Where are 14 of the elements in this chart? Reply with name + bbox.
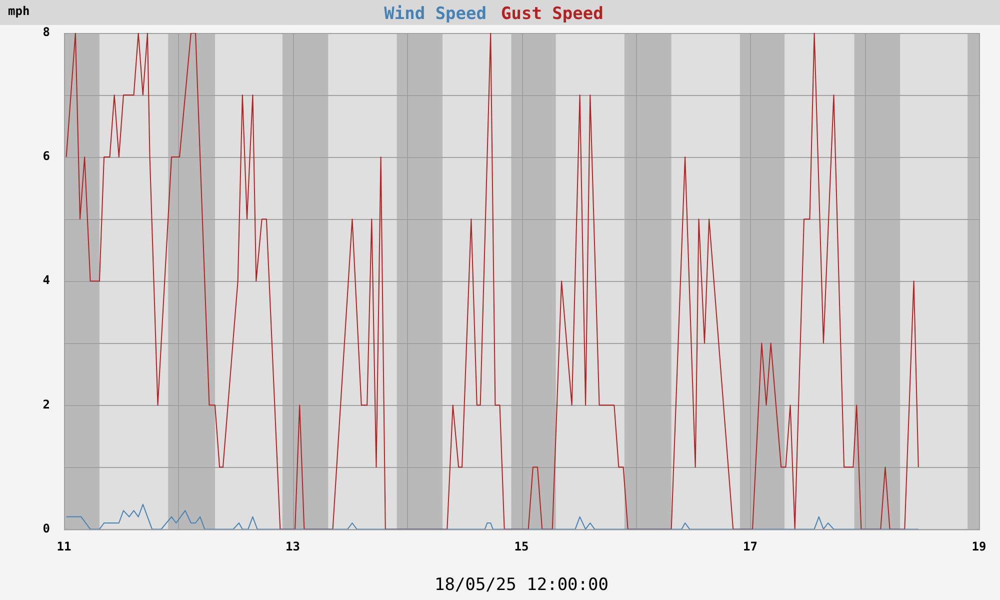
y-tick-label: 4	[42, 273, 50, 288]
text: Wind Speed	[384, 4, 487, 24]
y-tick-label: 6	[42, 149, 50, 164]
x-tick-label: 15	[514, 540, 529, 554]
y-tick-label: 8	[42, 25, 50, 40]
x-tick-label: 19	[972, 540, 986, 554]
x-tick-label: 11	[56, 540, 72, 554]
series-label: Gust Speed	[501, 4, 604, 24]
x-tick-label: 13	[286, 540, 300, 554]
y-tick-label: 2	[42, 397, 50, 412]
y-axis-title: mph	[8, 4, 30, 18]
x-tick-label: 17	[743, 540, 758, 554]
x-axis-title: 18/05/25 12:00:00	[434, 575, 608, 596]
y-tick-label: 0	[42, 521, 50, 536]
